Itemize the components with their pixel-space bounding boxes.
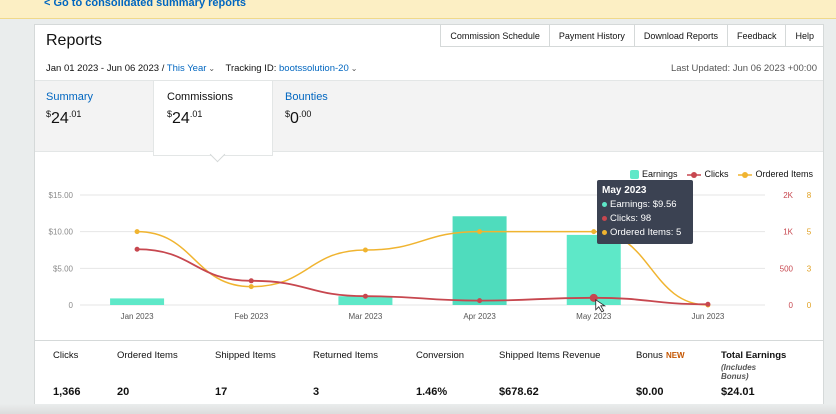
stat-ordered-items-value: 20 xyxy=(117,386,130,398)
clicks-swatch xyxy=(687,171,702,178)
x-axis-tick: Jun 2023 xyxy=(691,312,724,321)
x-axis-tick: Apr 2023 xyxy=(463,312,496,321)
ordered-items-point xyxy=(362,247,368,253)
earnings-bar xyxy=(338,296,393,305)
stat-returned-items-value: 3 xyxy=(313,386,320,398)
stat-bonus-value: $0.00 xyxy=(636,386,664,398)
left-axis-tick: 0 xyxy=(69,301,74,310)
right-axis-clicks-tick: 500 xyxy=(780,264,794,273)
stats-row: Clicks 1,366 Ordered Items 20 Shipped It… xyxy=(35,340,823,412)
stat-clicks-value: 1,366 xyxy=(53,386,81,398)
clicks-line xyxy=(137,248,708,306)
left-axis-tick: $10.00 xyxy=(49,228,74,237)
help-tab[interactable]: Help xyxy=(785,25,823,47)
x-axis-tick: May 2023 xyxy=(576,312,612,321)
stat-returned-items-label: Returned Items xyxy=(313,350,378,361)
period-dropdown[interactable]: This Year ⌄ xyxy=(167,63,215,74)
ordered-items-point xyxy=(248,284,254,290)
stat-ordered-items-label: Ordered Items xyxy=(117,350,178,361)
payment-history-tab[interactable]: Payment History xyxy=(548,25,634,47)
consolidated-reports-link[interactable]: < Go to consolidated summary reports xyxy=(44,0,247,9)
legend-clicks[interactable]: Clicks xyxy=(687,169,728,179)
tooltip-clicks: Clicks: 98 xyxy=(602,213,651,224)
tab-bounties[interactable]: Bounties $0.00 xyxy=(285,81,385,151)
stat-conversion-value: 1.46% xyxy=(416,386,448,398)
ordered-items-point xyxy=(477,229,483,235)
tracking-id-dropdown[interactable]: bootssolution-20 ⌄ xyxy=(279,63,357,74)
earnings-chart: 0 $5.00 $10.00 $15.00 0 0 500 3 1K 5 2K 8 Jan 2023 Fe… xyxy=(49,191,812,321)
last-updated: Last Updated: Jun 06 2023 +00:00 xyxy=(670,63,817,74)
clicks-point xyxy=(705,301,711,307)
clicks-point xyxy=(134,246,140,252)
right-axis-items-tick: 5 xyxy=(807,228,812,237)
page-title: Reports xyxy=(46,32,103,49)
chevron-down-icon: ⌄ xyxy=(350,64,358,73)
ordered-items-point xyxy=(591,229,597,235)
stat-total-earnings-sublabel: (Includes Bonus) xyxy=(721,363,757,381)
tracking-label: Tracking ID: xyxy=(225,63,277,74)
tab-bounties-amount: $0.00 xyxy=(285,109,312,127)
chart-legend: Earnings Clicks Ordered Items xyxy=(629,169,813,180)
reports-panel: Reports Commission Schedule Payment Hist… xyxy=(34,24,824,412)
download-reports-tab[interactable]: Download Reports xyxy=(633,25,727,47)
x-axis-tick: Jan 2023 xyxy=(121,312,154,321)
left-axis-tick: $5.00 xyxy=(53,264,74,273)
top-nav: Commission Schedule Payment History Down… xyxy=(440,25,823,47)
stat-shipped-revenue-label: Shipped Items Revenue xyxy=(499,350,601,361)
tab-bounties-label: Bounties xyxy=(285,91,328,103)
right-axis-items-tick: 8 xyxy=(807,191,812,200)
stat-clicks-label: Clicks xyxy=(53,350,79,361)
tooltip-title: May 2023 xyxy=(602,185,647,196)
clicks-point xyxy=(248,278,254,284)
stat-bonus-label: Bonus NEW xyxy=(636,350,685,361)
bottom-edge xyxy=(0,404,836,414)
chevron-down-icon: ⌄ xyxy=(208,64,216,73)
period-label: This Year xyxy=(166,63,207,74)
commission-schedule-tab[interactable]: Commission Schedule xyxy=(440,25,549,47)
right-axis-clicks-tick: 0 xyxy=(789,301,794,310)
ordered-items-point xyxy=(134,229,140,235)
earnings-bar xyxy=(110,298,165,305)
date-range: Jan 01 2023 - Jun 06 2023 xyxy=(46,63,160,74)
tooltip-earnings: Earnings: $9.56 xyxy=(602,199,677,210)
tab-commissions[interactable]: Commissions $24.01 xyxy=(153,81,273,156)
right-axis-clicks-tick: 2K xyxy=(783,191,793,200)
tracking-id-value: bootssolution-20 xyxy=(279,63,349,74)
tab-summary-label: Summary xyxy=(46,91,94,103)
clicks-point xyxy=(477,298,483,304)
clicks-point xyxy=(362,293,368,299)
stat-shipped-items-value: 17 xyxy=(215,386,228,398)
summary-tabs: Summary $24.01 Commissions $24.01 Bounti… xyxy=(35,80,823,156)
legend-ordered-items[interactable]: Ordered Items xyxy=(738,169,813,179)
right-axis-items-tick: 3 xyxy=(807,264,812,273)
right-axis-items-tick: 0 xyxy=(807,301,812,310)
earnings-bar xyxy=(566,234,621,305)
tooltip-ordered-items: Ordered Items: 5 xyxy=(602,227,681,238)
x-axis-tick: Feb 2023 xyxy=(234,312,268,321)
stat-shipped-items-label: Shipped Items xyxy=(215,350,276,361)
earnings-swatch xyxy=(629,170,639,180)
tab-summary[interactable]: Summary $24.01 xyxy=(46,81,146,151)
legend-earnings[interactable]: Earnings xyxy=(629,169,677,180)
ordered-items-swatch xyxy=(738,171,753,178)
stat-shipped-revenue-value: $678.62 xyxy=(499,386,539,398)
mouse-cursor-icon xyxy=(595,299,607,313)
right-axis-clicks-tick: 1K xyxy=(783,228,793,237)
filter-bar: Jan 01 2023 - Jun 06 2023 / This Year ⌄ T… xyxy=(46,63,358,74)
x-axis-tick: Mar 2023 xyxy=(349,312,383,321)
chart-tooltip: May 2023 Earnings: $9.56 Clicks: 98 Orde… xyxy=(597,180,693,244)
new-badge: NEW xyxy=(665,351,685,360)
feedback-tab[interactable]: Feedback xyxy=(726,25,786,47)
stat-total-earnings-value: $24.01 xyxy=(721,386,755,398)
stat-total-earnings-label: Total Earnings xyxy=(721,350,787,361)
tab-commissions-label: Commissions xyxy=(167,91,234,103)
tab-summary-amount: $24.01 xyxy=(46,109,82,127)
left-axis-tick: $15.00 xyxy=(49,191,74,200)
top-banner: < Go to consolidated summary reports xyxy=(0,0,836,19)
tab-commissions-amount: $24.01 xyxy=(167,109,203,127)
stat-conversion-label: Conversion xyxy=(416,350,465,361)
